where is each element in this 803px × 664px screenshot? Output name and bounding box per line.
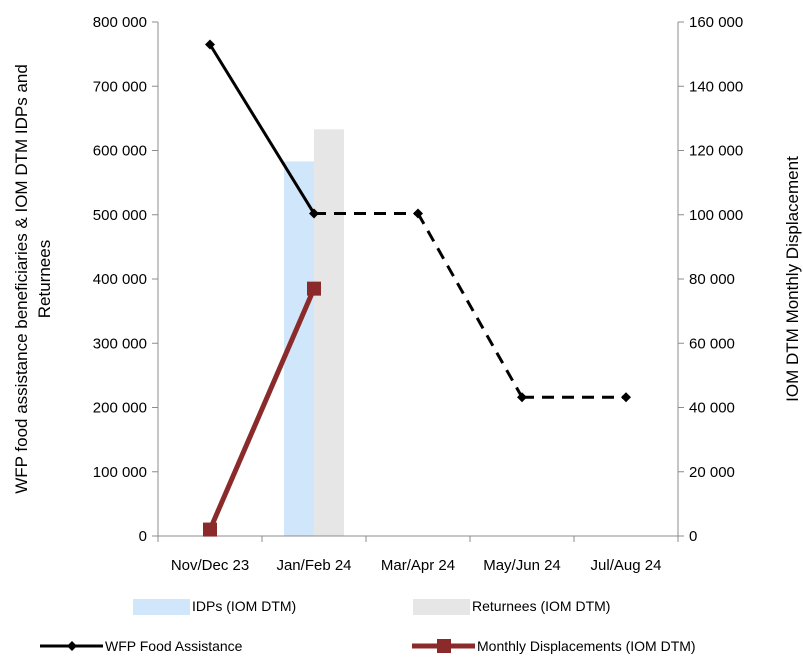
legend-swatch-returnees-iom-dtm- (413, 599, 470, 615)
point-diamond (309, 208, 319, 219)
line-segment-wfp-food-assistance (208, 43, 316, 215)
y2-tick-label: 40 000 (689, 400, 735, 417)
y2-tick-label: 20 000 (689, 464, 735, 481)
y-tick-label: 500 000 (93, 207, 147, 224)
x-tick-label: May/Jun 24 (483, 557, 561, 574)
y-tick-label: 0 (139, 528, 147, 545)
y-tick-label: 200 000 (93, 400, 147, 417)
y-tick-label: 400 000 (93, 271, 147, 288)
y-axis-title-line-1: WFP food assistance beneficiaries & IOM … (12, 64, 31, 494)
y2-tick-label: 140 000 (689, 78, 743, 95)
legend-label-monthly-displacements-iom-dtm-: Monthly Displacements (IOM DTM) (477, 638, 696, 654)
lines-layer (203, 39, 631, 537)
y-tick-label: 100 000 (93, 464, 147, 481)
point-diamond (67, 641, 77, 651)
point-diamond (205, 39, 215, 50)
x-tick-label: Mar/Apr 24 (381, 557, 455, 574)
legend-label-returnees-iom-dtm-: Returnees (IOM DTM) (472, 598, 610, 614)
y-tick-label: 300 000 (93, 335, 147, 352)
y2-tick-label: 120 000 (689, 143, 743, 160)
y2-tick-label: 100 000 (689, 207, 743, 224)
legend-swatch-idps-iom-dtm- (133, 599, 190, 615)
point-square (437, 639, 451, 653)
bars-layer (284, 129, 344, 537)
y2-tick-label: 0 (689, 528, 697, 545)
point-square (307, 281, 321, 296)
point-diamond (517, 392, 527, 403)
legend-label-wfp-food-assistance: WFP Food Assistance (105, 638, 243, 654)
x-tick-label: Nov/Dec 23 (171, 557, 249, 574)
line-segment-monthly-displacements-iom-dtm- (207, 287, 317, 531)
line-segment-wfp-food-assistance (416, 212, 524, 398)
point-diamond (621, 392, 631, 403)
y-axis-title-line-2: Returnees (35, 240, 54, 318)
axes-layer (152, 21, 684, 542)
legend: IDPs (IOM DTM) Returnees (IOM DTM) WFP Foo… (40, 598, 696, 654)
ticks-layer: 0 100 000 200 000 300 000 400 000 500 000 600 … (93, 14, 743, 574)
x-tick-label: Jul/Aug 24 (591, 557, 662, 574)
point-square (203, 522, 217, 537)
point-diamond (413, 208, 423, 219)
legend-label-idps-iom-dtm-: IDPs (IOM DTM) (192, 598, 296, 614)
y2-axis-title: IOM DTM Monthly Displacement (783, 156, 802, 402)
y2-tick-label: 80 000 (689, 271, 735, 288)
y2-tick-label: 60 000 (689, 335, 735, 352)
x-tick-label: Jan/Feb 24 (276, 557, 351, 574)
y2-tick-label: 160 000 (689, 14, 743, 31)
y-tick-label: 800 000 (93, 14, 147, 31)
y-tick-label: 600 000 (93, 143, 147, 160)
bar-returnees-iom-dtm--1 (314, 129, 344, 537)
y-tick-label: 700 000 (93, 78, 147, 95)
